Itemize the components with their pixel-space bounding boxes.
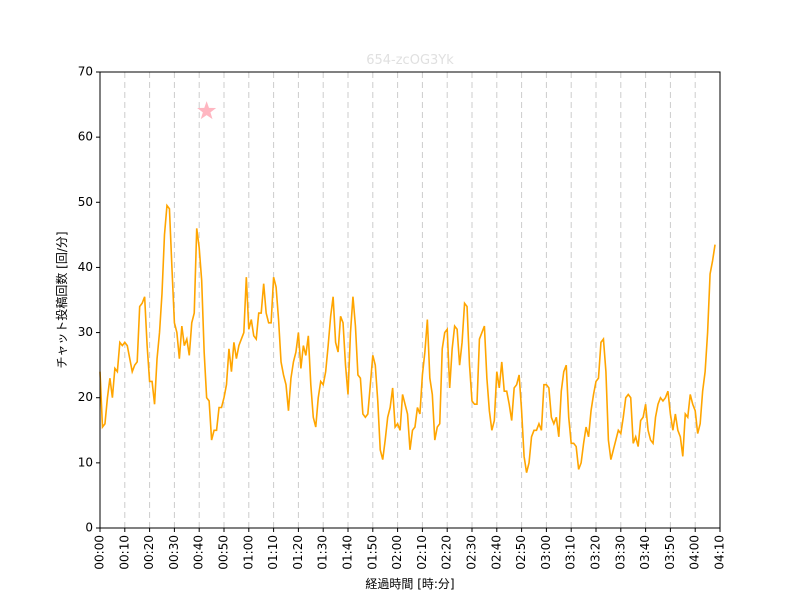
y-tick-label: 0 [85, 521, 93, 535]
y-tick-label: 30 [78, 325, 93, 339]
x-tick-label: 02:20 [440, 535, 454, 570]
y-axis-label: チャット投稿回数 [回/分] [54, 231, 69, 368]
star-marker [197, 101, 217, 120]
x-tick-label: 03:10 [564, 535, 578, 570]
x-tick-label: 01:30 [316, 535, 330, 570]
y-tick-label: 60 [78, 130, 93, 144]
x-tick-label: 00:20 [142, 535, 156, 570]
y-tick-label: 70 [78, 65, 93, 79]
x-tick-label: 02:40 [489, 535, 503, 570]
chart-title: 654-zcOG3Yk [366, 53, 454, 68]
x-tick-label: 04:00 [688, 535, 702, 570]
x-tick-label: 02:10 [415, 535, 429, 570]
x-tick-label: 03:40 [638, 535, 652, 570]
x-tick-label: 00:50 [217, 535, 231, 570]
x-tick-label: 01:20 [291, 535, 305, 570]
x-tick-label: 01:10 [266, 535, 280, 570]
y-tick-label: 20 [78, 390, 93, 404]
x-tick-label: 03:00 [539, 535, 553, 570]
x-tick-label: 04:10 [713, 535, 727, 570]
y-tick-label: 10 [78, 455, 93, 469]
x-tick-label: 00:10 [117, 535, 131, 570]
x-tick-label: 01:00 [241, 535, 255, 570]
plot-frame [99, 71, 721, 529]
x-tick-label: 01:50 [365, 535, 379, 570]
x-tick-label: 03:20 [589, 535, 603, 570]
x-tick-label: 00:30 [167, 535, 181, 570]
x-tick-label: 00:40 [192, 535, 206, 570]
x-tick-label: 02:50 [514, 535, 528, 570]
y-tick-label: 50 [78, 195, 93, 209]
x-tick-label: 00:00 [93, 535, 107, 570]
y-tick-label: 40 [78, 260, 93, 274]
x-tick-label: 01:40 [341, 535, 355, 570]
x-tick-label: 02:30 [465, 535, 479, 570]
x-tick-label: 03:50 [663, 535, 677, 570]
line [99, 203, 716, 473]
x-tick-label: 02:00 [390, 535, 404, 570]
x-tick-label: 03:30 [613, 535, 627, 570]
x-axis-label: 経過時間 [時:分] [365, 577, 454, 591]
